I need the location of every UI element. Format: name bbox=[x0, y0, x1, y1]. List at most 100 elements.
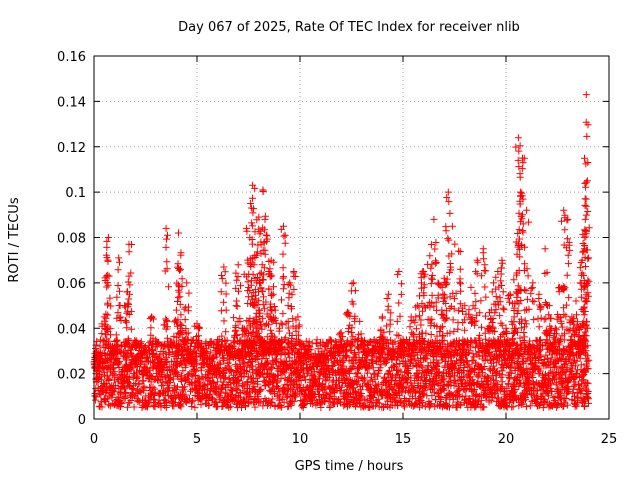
data-point bbox=[516, 200, 524, 208]
data-point bbox=[191, 381, 199, 389]
data-point bbox=[492, 379, 500, 387]
data-point bbox=[465, 361, 473, 369]
data-point bbox=[387, 377, 395, 385]
data-point bbox=[265, 377, 273, 385]
data-point bbox=[438, 372, 446, 380]
data-point bbox=[435, 280, 443, 288]
data-point bbox=[289, 315, 297, 323]
data-point bbox=[541, 338, 549, 346]
data-point bbox=[519, 358, 527, 366]
data-point bbox=[188, 371, 196, 379]
data-point bbox=[502, 328, 510, 336]
data-point bbox=[287, 342, 295, 350]
data-point bbox=[511, 349, 519, 357]
data-point bbox=[273, 345, 281, 353]
data-point bbox=[277, 343, 285, 351]
data-point bbox=[386, 347, 394, 355]
data-point bbox=[175, 286, 182, 294]
data-point bbox=[265, 285, 273, 293]
data-point bbox=[222, 328, 230, 336]
data-point bbox=[496, 347, 504, 355]
data-point bbox=[499, 304, 507, 312]
data-point bbox=[430, 302, 438, 310]
data-point bbox=[515, 147, 523, 155]
data-point bbox=[432, 239, 440, 246]
data-point bbox=[537, 336, 544, 344]
data-point bbox=[94, 361, 102, 369]
data-point bbox=[444, 234, 452, 242]
data-point bbox=[316, 375, 323, 383]
data-point bbox=[116, 258, 123, 266]
data-point bbox=[126, 281, 134, 289]
data-point bbox=[214, 378, 222, 386]
data-point bbox=[115, 254, 123, 262]
data-point bbox=[162, 399, 170, 407]
data-point bbox=[525, 218, 533, 226]
data-point bbox=[462, 386, 470, 394]
data-point bbox=[233, 276, 241, 284]
data-point bbox=[239, 380, 247, 388]
data-point bbox=[399, 336, 407, 344]
data-point bbox=[358, 394, 366, 402]
data-point bbox=[197, 401, 205, 409]
data-point bbox=[456, 361, 464, 369]
data-point bbox=[278, 336, 286, 344]
data-point bbox=[383, 344, 391, 352]
data-point bbox=[492, 306, 500, 314]
data-point bbox=[177, 311, 185, 319]
data-point bbox=[287, 402, 295, 410]
data-point bbox=[191, 403, 199, 411]
data-point bbox=[170, 402, 178, 410]
data-point bbox=[297, 354, 305, 362]
data-point bbox=[525, 305, 533, 313]
data-point bbox=[435, 392, 443, 400]
data-point bbox=[508, 358, 516, 366]
data-point bbox=[222, 279, 230, 287]
data-point bbox=[255, 306, 263, 314]
data-point bbox=[259, 188, 267, 196]
data-point bbox=[516, 170, 524, 178]
data-point bbox=[118, 399, 126, 407]
data-point bbox=[497, 270, 505, 278]
data-point bbox=[556, 337, 564, 345]
data-point bbox=[243, 325, 251, 333]
data-point bbox=[163, 323, 171, 331]
data-point bbox=[547, 354, 555, 362]
data-point bbox=[321, 383, 329, 391]
data-point bbox=[446, 209, 454, 217]
data-point bbox=[178, 377, 185, 385]
data-point bbox=[256, 270, 264, 278]
data-point bbox=[428, 275, 436, 283]
data-point bbox=[223, 336, 231, 344]
data-point bbox=[479, 249, 487, 257]
data-point bbox=[275, 385, 282, 392]
data-point bbox=[218, 275, 226, 283]
data-point bbox=[521, 243, 529, 251]
data-point bbox=[206, 338, 214, 346]
data-point bbox=[280, 273, 287, 281]
data-point bbox=[125, 248, 133, 256]
data-point bbox=[442, 300, 450, 307]
data-point bbox=[99, 337, 107, 344]
data-point bbox=[124, 403, 131, 411]
data-point bbox=[98, 330, 106, 338]
data-point bbox=[217, 288, 225, 296]
data-point bbox=[268, 317, 276, 325]
data-point bbox=[380, 328, 388, 336]
data-point bbox=[515, 235, 523, 243]
data-point bbox=[331, 338, 339, 346]
data-point bbox=[310, 367, 318, 375]
data-point bbox=[383, 322, 391, 330]
data-point bbox=[262, 231, 270, 239]
data-point bbox=[348, 298, 356, 306]
data-point bbox=[221, 268, 229, 276]
data-point bbox=[456, 248, 464, 256]
data-point bbox=[260, 293, 267, 301]
data-point bbox=[253, 216, 261, 224]
data-point bbox=[372, 402, 380, 410]
data-point bbox=[475, 392, 483, 400]
data-point bbox=[452, 289, 460, 297]
data-point bbox=[124, 278, 132, 286]
data-point bbox=[163, 388, 171, 396]
data-point bbox=[416, 292, 423, 300]
